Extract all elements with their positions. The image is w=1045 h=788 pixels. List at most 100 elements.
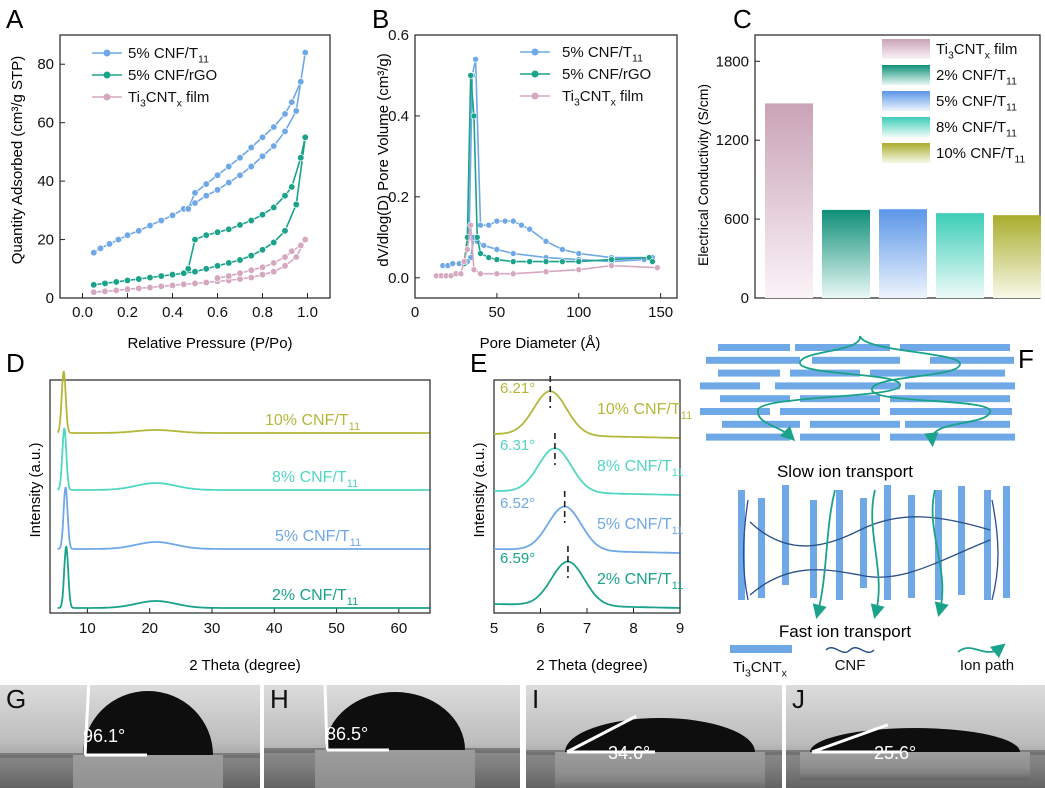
panel-a-data-point [90, 288, 98, 296]
panel-b-data-point [518, 221, 525, 229]
panel-c-y-tick-label: 1800 [716, 53, 749, 70]
panel-letter-d: D [6, 348, 25, 378]
panel-a-data-point [236, 269, 244, 277]
panel-b-data-point [608, 256, 615, 263]
panel-d-x-tick-label: 10 [79, 620, 96, 637]
panel-e-x-tick-label: 6 [536, 620, 544, 637]
panel-a-data-point [297, 241, 305, 250]
panel-a-data-point [288, 247, 296, 255]
substrate [264, 750, 520, 788]
panel-a-legend-marker [103, 49, 111, 57]
substrate [0, 755, 260, 788]
panel-c-legend-swatch [882, 117, 930, 137]
panel-b-legend-label: 5% CNF/T11 [562, 44, 643, 65]
ti3cntx-sheet-vertical [908, 495, 915, 598]
fast-ion-transport-label: Fast ion transport [779, 622, 912, 641]
ti3cntx-sheet [775, 382, 900, 390]
panel-d-pattern-line-1 [57, 427, 430, 491]
panel-a-data-point [112, 278, 120, 286]
panel-b-data-point [493, 246, 501, 253]
panel-a-y-tick-label: 20 [37, 232, 54, 249]
contact-angle-value: 86.5° [326, 724, 368, 744]
panel-b-data-point [457, 270, 465, 278]
panel-a-y-tick-label: 80 [37, 56, 54, 73]
ti3cntx-sheet [890, 433, 1015, 441]
legend-cnf-label: CNF [835, 657, 866, 674]
panel-d-series-label: 2% CNF/T11 [272, 587, 358, 608]
panel-a-y-tick-label: 0 [46, 290, 54, 307]
contact-angle-tangent [811, 723, 889, 754]
panel-a-data-point [135, 275, 143, 283]
panel-b-data-point [467, 221, 474, 229]
panel-a-data-point [270, 203, 278, 212]
panel-b-data-point [449, 260, 456, 267]
legend-ion-path-swatch [957, 643, 1006, 659]
panel-a-data-point [258, 133, 267, 141]
panel-b-legend-marker [531, 92, 539, 100]
panel-b-data-point [509, 258, 517, 265]
panel-b-data-point [477, 270, 484, 278]
panel-a-data-point [123, 285, 132, 293]
panel-a-data-point [225, 178, 233, 187]
panel-a-legend-label: 5% CNF/rGO [128, 67, 217, 84]
panel-a-data-point [146, 221, 154, 230]
panel-a-data-point [202, 278, 210, 287]
panel-a-data-point [297, 154, 305, 162]
panel-e-peak-label: 6.21° [500, 380, 535, 397]
panel-a-data-point [288, 98, 296, 106]
panel-b-data-point [509, 250, 517, 257]
panel-a-data-point [101, 287, 109, 295]
ti3cntx-sheet-vertical [1003, 486, 1010, 598]
panel-b-data-point [608, 262, 615, 269]
panel-a-data-point [213, 262, 222, 270]
panel-a-data-point [297, 78, 305, 86]
panel-a-data-point [270, 123, 278, 131]
panel-e-series-label: 2% CNF/T11 [597, 571, 683, 592]
panel-b-data-point [542, 238, 550, 245]
panel-c-legend-label: 8% CNF/T11 [936, 119, 1017, 140]
panel-a-data-point [281, 227, 289, 235]
panel-a-x-axis-label: Relative Pressure (P/Po) [127, 335, 292, 352]
panel-a-data-point [292, 253, 300, 261]
panel-a-data-point [101, 279, 109, 288]
panel-a-data-point [202, 231, 210, 239]
ti3cntx-sheet-vertical [782, 485, 789, 585]
ti3cntx-sheet [718, 344, 790, 351]
panel-a-data-point [191, 235, 199, 244]
panel-e-x-tick-label: 7 [583, 620, 591, 637]
cnf-fiber [991, 499, 999, 601]
panel-a-data-point [236, 171, 244, 179]
ti3cntx-sheet-vertical [958, 486, 965, 595]
panel-a-data-point [168, 211, 177, 219]
panel-c-conductivity-chart: Electrical Conductivity (S/cm) 0 600 1200 1… [695, 34, 1041, 307]
panel-e-series-label: 10% CNF/T11 [597, 401, 692, 422]
panel-a-y-axis-label: Quantity Adsorbed (cm³/g STP) [9, 56, 26, 264]
panel-c-legend-label: 2% CNF/T11 [936, 67, 1017, 88]
panel-b-y-tick-label: 0.4 [388, 108, 409, 125]
ti3cntx-sheet [790, 369, 860, 377]
panel-a-data-point [247, 251, 255, 260]
panel-b-data-point [575, 258, 583, 265]
panel-a-data-point [292, 107, 300, 115]
panel-a-data-point [123, 276, 132, 285]
panel-a-data-point [258, 152, 267, 160]
ti3cntx-sheet [810, 420, 900, 428]
panel-a-data-point [236, 221, 244, 229]
ti3cntx-sheet [700, 408, 770, 415]
panel-a-data-point [184, 265, 192, 273]
ti3cntx-sheet-vertical [860, 498, 867, 588]
ti3cntx-sheet [722, 420, 800, 428]
panel-b-data-point [472, 55, 479, 63]
panel-b-data-point [575, 250, 583, 257]
panel-a-data-point [202, 180, 210, 188]
panel-a-x-tick-label: 1.0 [297, 304, 318, 321]
panel-b-data-point [575, 266, 583, 273]
panel-b-data-point [493, 217, 501, 225]
panel-b-data-point [493, 270, 501, 278]
panel-d-pattern-line-3 [57, 545, 430, 609]
panel-a-data-point [135, 227, 143, 235]
panel-b-data-point [477, 221, 484, 229]
panel-b-data-point [480, 242, 488, 249]
panel-b-data-point [649, 258, 656, 265]
panel-a-data-point [105, 240, 114, 248]
